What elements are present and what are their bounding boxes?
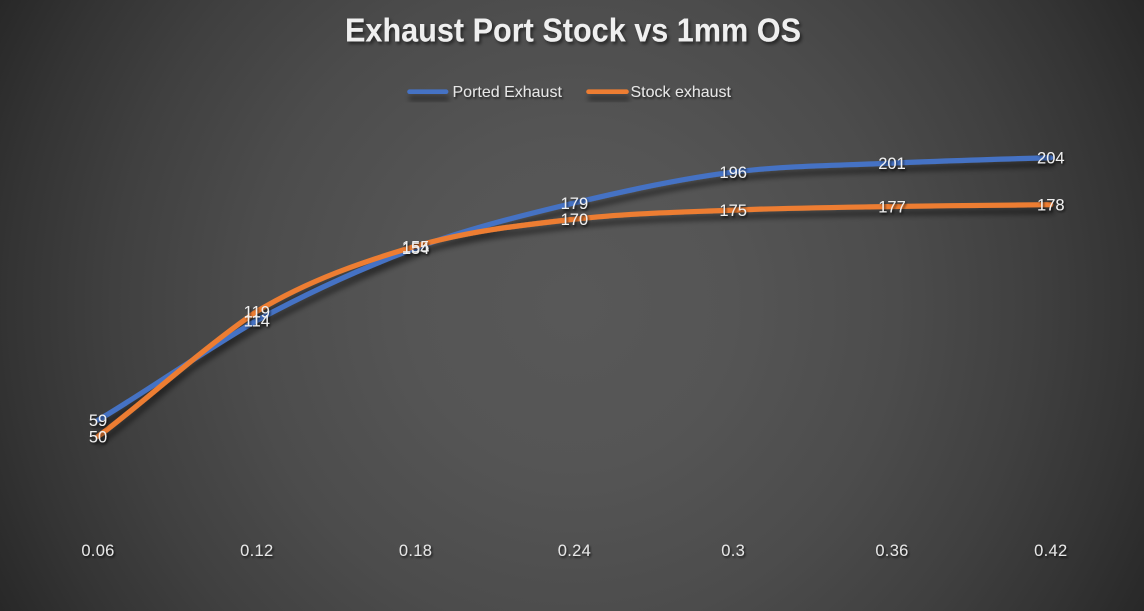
svg-text:0.3: 0.3 <box>721 542 745 560</box>
svg-text:0.42: 0.42 <box>1034 542 1067 560</box>
svg-text:196: 196 <box>719 164 747 182</box>
svg-text:0.24: 0.24 <box>558 542 591 560</box>
svg-text:Stock exhaust: Stock exhaust <box>631 84 732 101</box>
svg-text:204: 204 <box>1037 150 1065 168</box>
svg-text:114: 114 <box>244 313 270 331</box>
svg-text:179: 179 <box>561 195 589 213</box>
svg-text:59: 59 <box>89 412 107 430</box>
svg-text:0.12: 0.12 <box>240 542 273 560</box>
svg-text:0.06: 0.06 <box>81 542 114 560</box>
svg-text:201: 201 <box>878 155 906 173</box>
svg-text:0.18: 0.18 <box>399 542 432 560</box>
svg-text:177: 177 <box>878 199 906 217</box>
svg-text:175: 175 <box>719 202 747 220</box>
svg-text:50: 50 <box>89 428 107 446</box>
svg-text:155: 155 <box>402 238 430 256</box>
svg-text:0.36: 0.36 <box>875 542 908 560</box>
svg-text:119: 119 <box>244 303 270 321</box>
svg-text:Exhaust Port Stock vs 1mm OS: Exhaust Port Stock vs 1mm OS <box>345 13 801 50</box>
svg-text:154: 154 <box>402 240 430 258</box>
svg-text:178: 178 <box>1037 197 1065 215</box>
svg-text:Ported Exhaust: Ported Exhaust <box>453 84 563 101</box>
svg-text:170: 170 <box>561 211 589 229</box>
